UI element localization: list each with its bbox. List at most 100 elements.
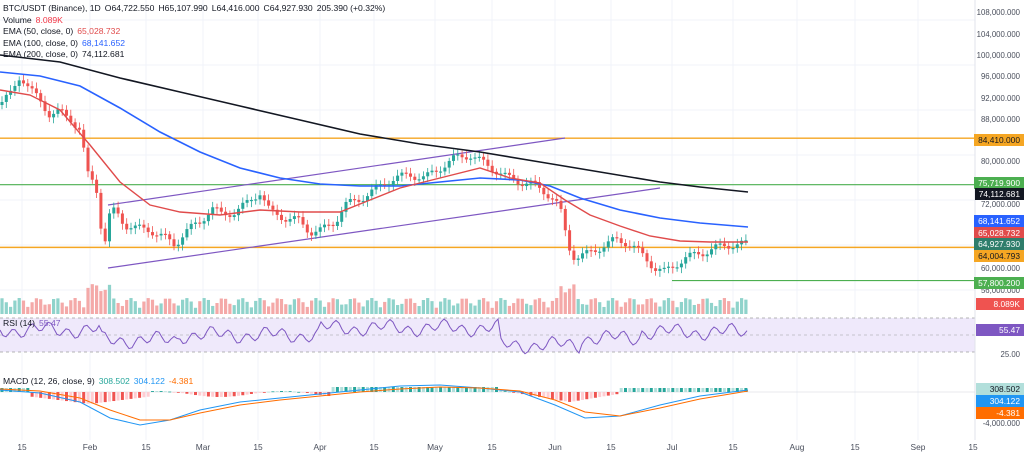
volume-bar <box>26 306 30 314</box>
macd-hist-bar <box>671 388 675 392</box>
candle-body <box>559 200 563 209</box>
macd-hist-bar <box>56 392 60 400</box>
macd-hist-bar <box>77 392 81 403</box>
candle-body <box>17 80 21 86</box>
macd-hist-bar <box>65 392 68 402</box>
ema100-legend[interactable]: EMA (100, close, 0) 68,141.652 <box>3 38 385 50</box>
macd-hist-bar <box>292 391 296 393</box>
candle-body <box>658 268 662 271</box>
candle-body <box>275 209 279 215</box>
volume-bar <box>185 298 189 314</box>
macd-hist-bar <box>232 392 236 397</box>
macd-hist-bar <box>357 387 361 392</box>
macd-legend[interactable]: MACD (12, 26, close, 9) 308.502 304.122 … <box>3 376 193 386</box>
candle-body <box>615 237 619 239</box>
ema50-legend[interactable]: EMA (50, close, 0) 65,028.732 <box>3 26 385 38</box>
ema100-tag: 68,141.652 <box>974 215 1024 227</box>
grid-lines <box>0 0 975 440</box>
volume-bar <box>546 307 550 314</box>
macd-hist-bar <box>181 392 185 394</box>
candle-body <box>77 127 81 130</box>
volume-bar <box>649 298 653 314</box>
macd-hist-bar <box>370 387 374 392</box>
volume-bar <box>331 298 335 314</box>
candle-body <box>0 101 4 105</box>
candle-body <box>86 147 90 172</box>
trend-channel[interactable] <box>107 137 661 269</box>
macd-hist-bar <box>163 391 167 393</box>
volume-bar <box>155 305 159 314</box>
candle-body <box>378 184 382 186</box>
candle-body <box>701 254 705 257</box>
volume-legend[interactable]: Volume 8.089K <box>3 15 385 27</box>
volume-bar <box>525 303 529 314</box>
macd-hist-bar <box>697 388 701 392</box>
volume-bar <box>0 298 4 314</box>
volume-bar <box>378 307 382 314</box>
macd-hist-bar <box>727 388 731 392</box>
price-tick: 72,000.000 <box>980 200 1020 209</box>
macd-hist-bar <box>211 392 215 397</box>
volume-bar <box>370 298 374 314</box>
candle-body <box>598 251 602 253</box>
macd-hist-bar <box>224 392 228 397</box>
candle-body <box>366 196 369 201</box>
macd-hist-bar <box>628 388 632 392</box>
macd-hist-bar <box>374 387 378 392</box>
macd-legend-macd: 308.502 <box>98 376 130 386</box>
time-tick: Jul <box>666 442 678 452</box>
volume-bar <box>628 298 632 314</box>
macd-hist-bar <box>404 387 408 392</box>
macd-hist-bar <box>417 387 421 392</box>
volume-bar <box>568 288 572 314</box>
ema50-line <box>0 89 748 243</box>
macd-hist-bar <box>447 387 451 392</box>
volume-bar <box>460 298 464 314</box>
symbol-title[interactable]: BTC/USDT (Binance), 1D <box>3 3 101 13</box>
macd-hist-bar <box>460 387 464 392</box>
volume-bar <box>138 307 142 314</box>
candle-body <box>473 157 477 159</box>
volume-bar <box>654 302 658 314</box>
macd-hist-bar <box>262 392 266 393</box>
volume-bar <box>572 284 576 314</box>
volume-bar <box>387 298 391 314</box>
macd-hist-bar <box>90 392 94 404</box>
volume-bar <box>95 285 99 314</box>
candle-body <box>507 172 511 175</box>
volume-bar <box>439 301 443 314</box>
candle-body <box>456 154 460 156</box>
candle-body <box>280 214 283 221</box>
macd-hist-bar <box>421 387 425 392</box>
horizontal-levels[interactable] <box>0 137 975 282</box>
macd-hist-bar <box>185 392 189 394</box>
macd-hist-bar <box>267 391 271 393</box>
last-price-tag: 64,927.930 <box>974 238 1024 250</box>
volume-bar <box>176 305 180 314</box>
macd-hist-bar <box>701 388 705 392</box>
rsi-legend[interactable]: RSI (14) 55.47 <box>3 318 61 328</box>
volume-bar <box>69 300 73 314</box>
macd-hist-bar <box>516 392 520 394</box>
candle-body <box>314 231 318 236</box>
candle-body <box>688 252 692 258</box>
macd-hist-bar <box>593 392 597 398</box>
candle-body <box>555 198 559 201</box>
macd-hist-bar <box>499 390 503 392</box>
macd-hist-bar <box>129 392 133 399</box>
candle-body <box>697 252 701 255</box>
volume-bar <box>645 299 649 314</box>
volume-bar <box>292 299 296 314</box>
ema200-legend[interactable]: EMA (200, close, 0) 74,112.681 <box>3 49 385 61</box>
volume-bar <box>408 298 413 314</box>
ema200-label: EMA (200, close, 0) <box>3 49 78 59</box>
volume-bar <box>507 305 511 314</box>
macd-hist-bar <box>318 392 322 395</box>
volume-bar <box>34 298 38 314</box>
macd-hist-bar <box>125 392 129 400</box>
macd-hist-bar <box>327 392 331 397</box>
macd-hist-bar <box>271 391 275 393</box>
macd-hist-bar <box>589 392 593 399</box>
macd-hist-bar <box>469 387 473 392</box>
